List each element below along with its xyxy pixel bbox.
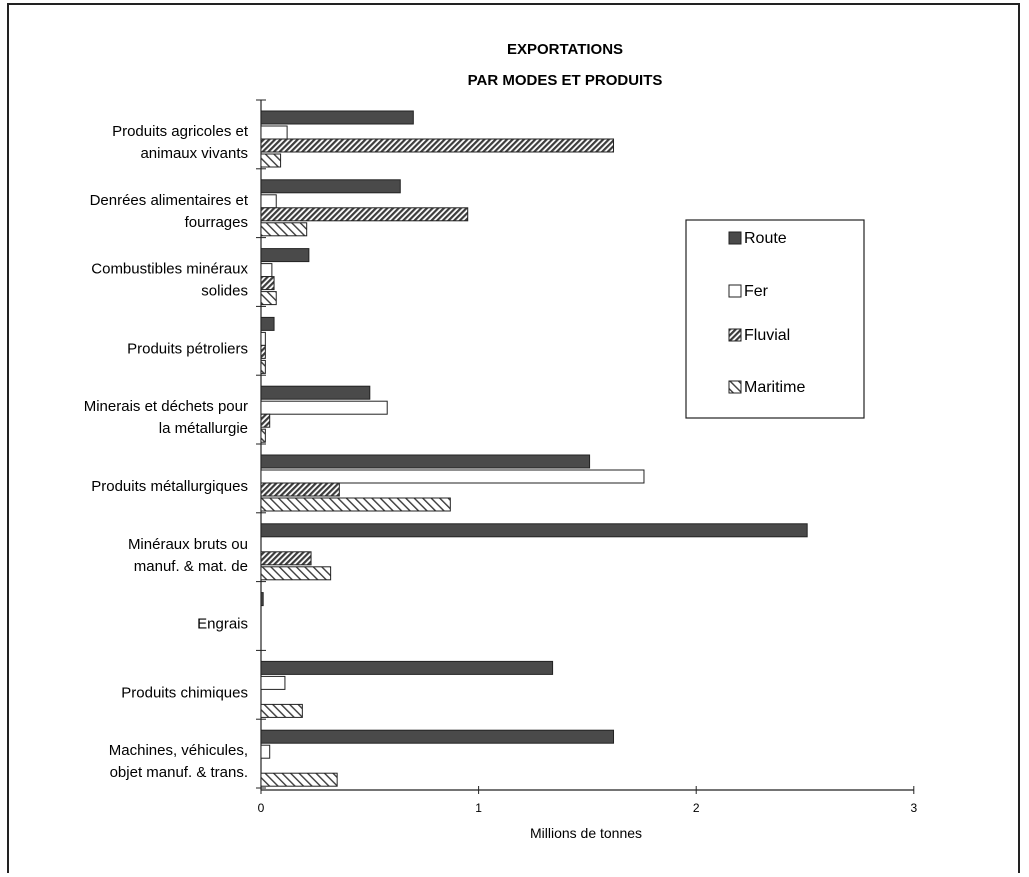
bar-route-2 — [260, 248, 310, 263]
chart-frame — [7, 3, 1020, 873]
category-label-0-0: Produits agricoles et — [112, 123, 249, 140]
bar-fluvial-1 — [260, 207, 469, 222]
x-tick-label-2: 2 — [693, 801, 700, 815]
bar-fluvial-4 — [260, 413, 271, 428]
bar-route-7 — [260, 592, 264, 607]
category-label-6-1: manuf. & mat. de — [134, 558, 248, 575]
x-axis-title: Millions de tonnes — [530, 825, 642, 841]
legend-label-route: Route — [744, 230, 787, 247]
chart-title-line-2: PAR MODES ET PRODUITS — [468, 72, 663, 89]
bar-maritime-8 — [260, 703, 303, 718]
category-label-9-1: objet manuf. & trans. — [110, 764, 248, 781]
category-label-5-0: Produits métallurgiques — [91, 478, 248, 495]
chart-title-line-1: EXPORTATIONS — [507, 41, 623, 58]
category-label-4-0: Minerais et déchets pour — [84, 398, 248, 415]
category-label-4-1: la métallurgie — [159, 420, 248, 437]
legend-swatch-route — [728, 231, 742, 245]
category-label-1-1: fourrages — [185, 214, 248, 231]
bar-fluvial-2 — [260, 276, 275, 291]
category-label-2-0: Combustibles minéraux — [91, 261, 248, 278]
bar-fluvial-5 — [260, 482, 340, 497]
category-label-7-0: Engrais — [197, 616, 248, 633]
bar-maritime-3 — [260, 359, 266, 374]
bar-fer-2 — [260, 263, 273, 278]
bar-fluvial-6 — [260, 551, 312, 566]
legend-label-fluvial: Fluvial — [744, 327, 790, 344]
bar-maritime-4 — [260, 428, 266, 443]
legend-swatch-fluvial — [728, 328, 742, 342]
bar-route-4 — [260, 385, 371, 400]
bar-route-8 — [260, 660, 554, 675]
legend: Route Fer Fluvial Maritime — [685, 219, 865, 419]
legend-box — [685, 219, 865, 419]
bar-fluvial-0 — [260, 138, 615, 153]
legend-swatch-maritime — [728, 380, 742, 394]
x-tick-label-0: 0 — [258, 801, 265, 815]
category-label-9-0: Machines, véhicules, — [109, 742, 248, 759]
category-label-6-0: Minéraux bruts ou — [128, 536, 248, 553]
legend-swatch-fer — [728, 284, 742, 298]
bar-route-5 — [260, 454, 591, 469]
x-tick-label-3: 3 — [910, 801, 917, 815]
bar-fer-9 — [260, 744, 271, 759]
bar-route-0 — [260, 110, 414, 125]
category-label-3-0: Produits pétroliers — [127, 340, 248, 357]
bar-route-1 — [260, 179, 401, 194]
bar-route-6 — [260, 523, 808, 538]
category-label-2-1: solides — [201, 283, 248, 300]
bar-fer-4 — [260, 400, 388, 415]
bar-maritime-9 — [260, 772, 338, 787]
bar-fer-3 — [260, 331, 266, 346]
bar-route-3 — [260, 316, 275, 331]
x-tick-label-1: 1 — [475, 801, 482, 815]
category-label-1-0: Denrées alimentaires et — [90, 192, 249, 209]
bar-route-9 — [260, 729, 615, 744]
legend-label-maritime: Maritime — [744, 379, 805, 396]
category-label-8-0: Produits chimiques — [121, 684, 248, 701]
bar-maritime-1 — [260, 222, 308, 237]
bar-fer-5 — [260, 469, 645, 484]
bar-fer-8 — [260, 675, 286, 690]
bar-maritime-5 — [260, 497, 451, 512]
bar-fer-0 — [260, 125, 288, 140]
bar-maritime-2 — [260, 291, 277, 306]
bar-maritime-0 — [260, 153, 282, 168]
bar-maritime-6 — [260, 566, 332, 581]
legend-label-fer: Fer — [744, 283, 769, 300]
bar-fluvial-3 — [260, 344, 266, 359]
category-label-0-1: animaux vivants — [140, 145, 248, 162]
bar-fer-1 — [260, 194, 277, 209]
